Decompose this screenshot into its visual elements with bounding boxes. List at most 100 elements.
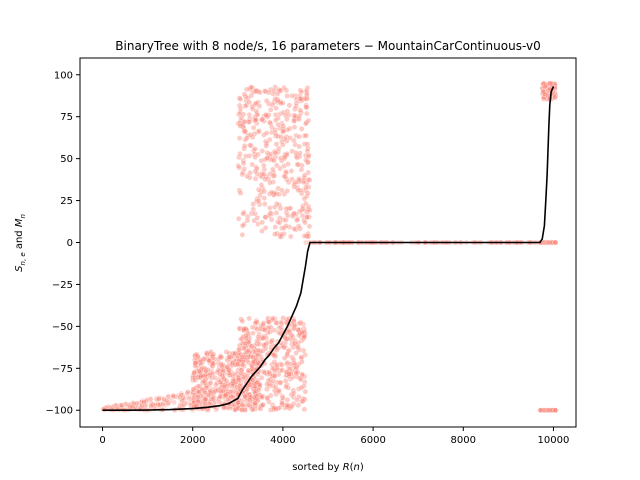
scatter-point	[250, 125, 257, 131]
scatter-point	[266, 191, 273, 197]
scatter-point	[283, 223, 289, 229]
scatter-point	[248, 84, 254, 90]
scatter-point	[283, 152, 290, 158]
scatter-point	[283, 372, 289, 379]
scatter-point	[247, 403, 253, 410]
scatter-point	[236, 374, 242, 381]
scatter-point	[262, 156, 269, 163]
scatter-point	[192, 363, 198, 369]
scatter-point	[252, 320, 259, 327]
scatter-point	[247, 397, 253, 403]
scatter-point	[284, 351, 290, 357]
scatter-point	[284, 108, 291, 115]
scatter-point	[260, 335, 267, 342]
scatter-point	[292, 322, 298, 329]
scatter-point	[291, 137, 297, 144]
scatter-point	[304, 159, 311, 166]
scatter-point	[302, 219, 308, 226]
scatter-point	[252, 116, 259, 123]
y-tick-label: 50	[60, 154, 73, 165]
scatter-point	[190, 374, 196, 381]
scatter-point	[178, 392, 185, 398]
scatter-point	[259, 334, 266, 341]
scatter-point	[282, 378, 289, 384]
scatter-point	[284, 188, 290, 194]
scatter-point	[259, 148, 266, 154]
scatter-point	[267, 157, 274, 163]
scatter-point	[236, 357, 242, 364]
scatter-point	[223, 392, 229, 399]
scatter-point	[226, 370, 232, 376]
scatter-point	[307, 207, 313, 213]
scatter-point	[281, 155, 288, 162]
scatter-point	[190, 395, 197, 401]
scatter-point	[207, 380, 214, 386]
scatter-point	[301, 383, 307, 389]
scatter-point	[162, 402, 168, 408]
scatter-point	[248, 132, 254, 138]
scatter-point	[237, 109, 243, 116]
scatter-point	[260, 348, 266, 354]
scatter-point	[260, 320, 267, 326]
scatter-point	[236, 376, 242, 383]
scatter-point	[221, 384, 228, 390]
scatter-point	[259, 228, 265, 234]
scatter-point	[203, 366, 209, 373]
scatter-point	[239, 171, 246, 178]
scatter-point	[239, 406, 245, 413]
scatter-point	[286, 224, 293, 230]
x-tick-label: 2000	[180, 435, 205, 446]
scatter-point	[216, 376, 222, 383]
scatter-point	[304, 90, 310, 96]
scatter-point	[242, 393, 249, 400]
scatter-point	[545, 239, 551, 246]
scatter-point	[133, 400, 140, 407]
scatter-point	[244, 217, 251, 224]
scatter-point	[198, 357, 204, 364]
scatter-point	[233, 384, 240, 390]
scatter-point	[292, 106, 298, 112]
scatter-point	[267, 119, 273, 126]
x-axis-label: sorted by R(n)	[292, 462, 364, 473]
scatter-point	[261, 132, 267, 138]
scatter-point	[220, 367, 226, 374]
scatter-point	[281, 355, 288, 361]
scatter-point	[298, 384, 305, 391]
scatter-point	[262, 345, 269, 352]
scatter-point	[241, 345, 247, 352]
scatter-point	[249, 324, 256, 331]
scatter-point	[117, 402, 124, 409]
scatter-point	[275, 97, 281, 104]
scatter-point	[296, 113, 303, 119]
scatter-point	[262, 88, 269, 95]
scatter-point	[208, 357, 215, 363]
scatter-point	[290, 213, 296, 219]
scatter-point	[543, 239, 550, 246]
scatter-point	[273, 105, 279, 111]
scatter-point	[293, 153, 300, 160]
scatter-point	[269, 402, 276, 408]
scatter-point	[276, 88, 282, 95]
scatter-point	[210, 360, 216, 367]
scatter-point	[294, 184, 300, 191]
scatter-point	[256, 201, 263, 208]
scatter-point	[256, 128, 262, 134]
scatter-point	[255, 360, 261, 366]
scatter-point	[252, 154, 258, 160]
scatter-point	[295, 223, 302, 229]
scatter-point	[277, 111, 283, 117]
scatter-point	[240, 374, 247, 380]
scatter-point	[261, 162, 267, 169]
scatter-point	[280, 123, 287, 129]
scatter-point	[218, 388, 224, 395]
scatter-point	[249, 406, 256, 413]
scatter-point	[265, 329, 271, 336]
scatter-point	[251, 217, 257, 224]
scatter-point	[286, 328, 293, 334]
scatter-point	[291, 390, 297, 397]
scatter-point	[291, 360, 297, 366]
scatter-point	[236, 347, 242, 353]
scatter-point	[283, 209, 290, 216]
scatter-point	[247, 170, 253, 176]
